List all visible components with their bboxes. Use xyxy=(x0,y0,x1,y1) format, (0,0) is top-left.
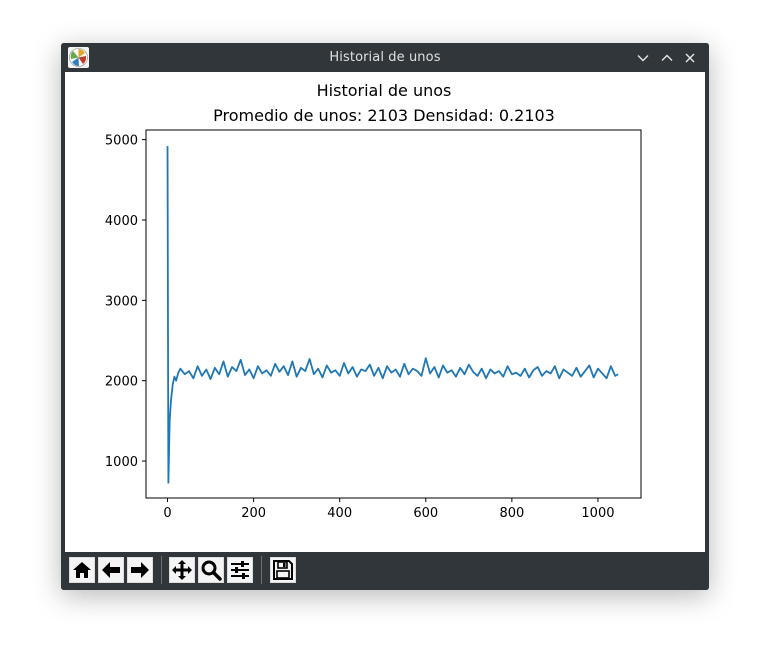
plot-window: Historial de unos Historial de unos Prom… xyxy=(61,43,709,590)
x-tick-label: 1000 xyxy=(581,506,614,521)
back-button[interactable] xyxy=(98,557,124,583)
toolbar-separator xyxy=(261,556,262,584)
zoom-button[interactable] xyxy=(198,557,224,583)
x-tick-label: 600 xyxy=(413,506,438,521)
move-icon xyxy=(172,560,192,580)
close-icon xyxy=(685,53,695,63)
magnifier-icon xyxy=(201,560,222,581)
floppy-disk-icon xyxy=(273,560,293,580)
chart-title: Historial de unos xyxy=(317,81,452,100)
home-button[interactable] xyxy=(69,557,95,583)
sliders-icon xyxy=(231,561,249,579)
series-line xyxy=(166,146,619,484)
minimize-button[interactable] xyxy=(634,49,652,67)
window-title: Historial de unos xyxy=(329,50,441,65)
figure-canvas[interactable]: Historial de unos Promedio de unos: 2103… xyxy=(65,72,705,552)
y-tick-label: 1000 xyxy=(105,455,138,470)
toolbar-separator xyxy=(161,556,162,584)
x-tick-label: 800 xyxy=(499,506,524,521)
x-axis: 0 200 400 600 800 1000 xyxy=(163,498,615,521)
pan-button[interactable] xyxy=(169,557,195,583)
title-bar[interactable]: Historial de unos xyxy=(61,43,709,72)
plot-area-frame xyxy=(145,129,642,499)
maximize-button[interactable] xyxy=(658,49,676,67)
save-button[interactable] xyxy=(270,557,296,583)
x-tick-label: 200 xyxy=(241,506,266,521)
y-axis: 1000 2000 3000 4000 5000 xyxy=(105,134,146,470)
arrow-right-icon xyxy=(131,562,149,578)
line-chart: Historial de unos Promedio de unos: 2103… xyxy=(105,81,642,521)
chart-subtitle: Promedio de unos: 2103 Densidad: 0.2103 xyxy=(213,106,555,125)
navigation-toolbar xyxy=(61,552,709,590)
close-button[interactable] xyxy=(681,49,699,67)
maximize-icon xyxy=(661,54,673,61)
configure-subplots-button[interactable] xyxy=(227,557,253,583)
minimize-icon xyxy=(637,55,649,62)
forward-button[interactable] xyxy=(127,557,153,583)
home-icon xyxy=(73,562,91,578)
y-tick-label: 4000 xyxy=(105,214,138,229)
arrow-left-icon xyxy=(102,562,120,578)
y-tick-label: 2000 xyxy=(105,375,138,390)
x-tick-label: 0 xyxy=(163,506,171,521)
matplotlib-logo-icon xyxy=(68,47,89,68)
y-tick-label: 3000 xyxy=(105,294,138,309)
x-tick-label: 400 xyxy=(327,506,352,521)
y-tick-label: 5000 xyxy=(105,134,138,149)
